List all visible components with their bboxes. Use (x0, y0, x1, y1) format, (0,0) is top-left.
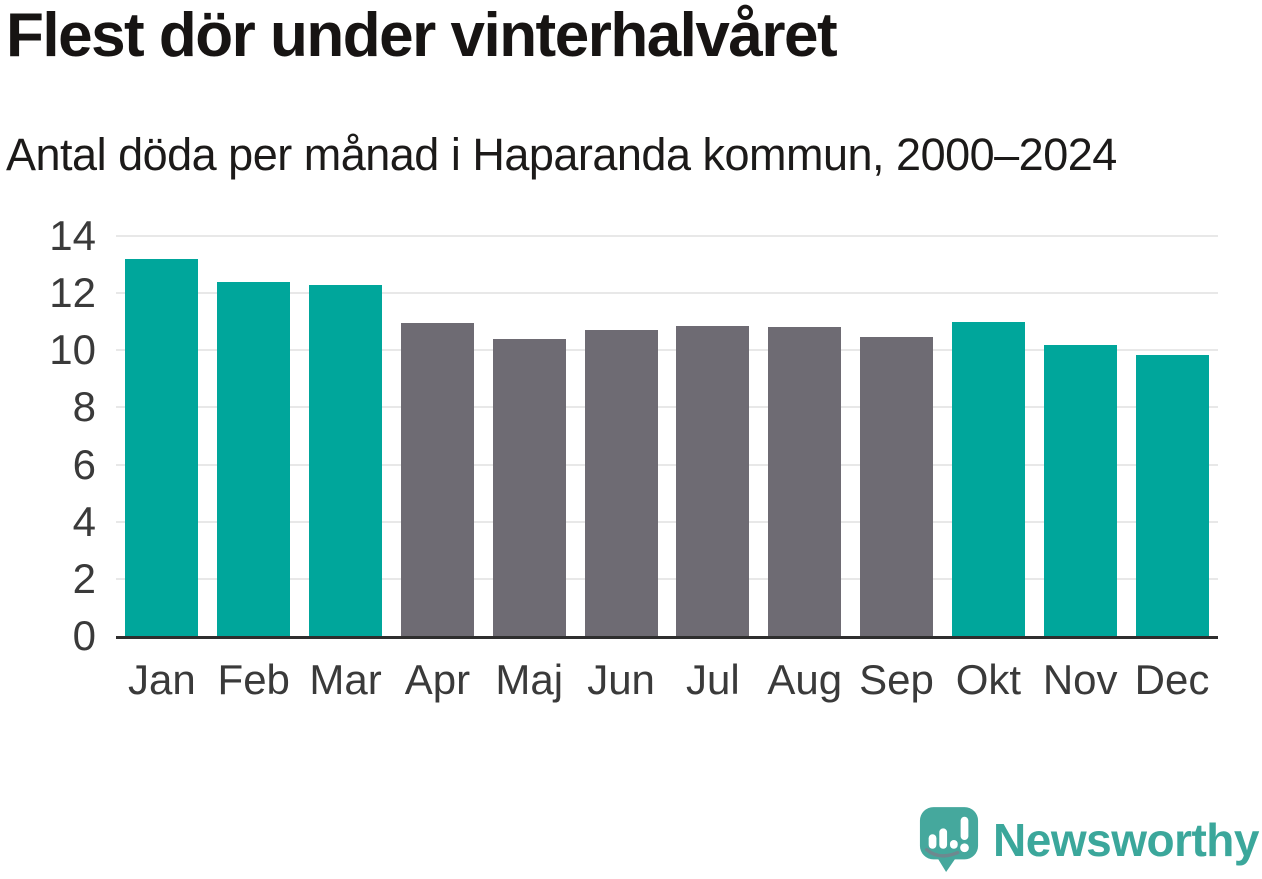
logo-bar-3 (950, 840, 958, 849)
logo-exclamation-dot (960, 843, 969, 853)
bar-feb (217, 281, 291, 636)
gridline-y14 (116, 235, 1218, 237)
x-tick-label-maj: Maj (495, 656, 564, 703)
x-tick-label-dec: Dec (1134, 656, 1210, 703)
logo-bar-1 (928, 834, 937, 849)
bar-jan (125, 258, 199, 636)
y-tick-label-8: 8 (72, 383, 96, 431)
bar-sep (860, 337, 934, 636)
gridline-y6 (116, 463, 1218, 466)
bar-mar (309, 284, 383, 636)
logo-exclamation-bar (960, 816, 969, 840)
y-tick-label-4: 4 (72, 497, 96, 545)
bar-nov (1043, 344, 1117, 636)
bar-okt (951, 321, 1025, 636)
bar-aug (768, 327, 842, 636)
x-tick-label-nov: Nov (1042, 656, 1118, 703)
bar-jul (676, 326, 750, 636)
chart-subtitle: Antal döda per månad i Haparanda kommun,… (6, 129, 1117, 180)
bar-apr (400, 323, 474, 636)
x-tick-label-aug: Aug (767, 656, 843, 703)
y-tick-label-6: 6 (72, 440, 96, 488)
x-tick-label-feb: Feb (217, 656, 290, 703)
bar-dec (1135, 354, 1209, 636)
bar-jun (584, 330, 658, 636)
logo-swoosh-shadow (925, 847, 960, 858)
x-axis-labels: Jan Feb Mar Apr Maj Jun Jul Aug Sep Okt Nov Dec (116, 656, 1218, 704)
gridline-y10 (116, 349, 1218, 352)
branding: Newsworthy (918, 806, 1259, 874)
y-tick-label-14: 14 (49, 212, 96, 259)
x-tick-label-apr: Apr (404, 656, 471, 703)
y-tick-label-12: 12 (49, 269, 96, 317)
newsworthy-bubble-chart-icon (919, 807, 979, 872)
x-tick-label-mar: Mar (309, 656, 382, 703)
chart-title: Flest dör under vinterhalvåret (6, 1, 838, 70)
bar-maj (492, 338, 566, 636)
logo-bar-2 (939, 828, 948, 849)
x-tick-label-sep: Sep (859, 656, 934, 703)
gridline-y4 (116, 520, 1218, 523)
x-tick-label-okt: Okt (955, 656, 1022, 703)
gridline-y12 (116, 292, 1218, 295)
y-tick-label-2: 2 (72, 554, 96, 602)
y-tick-label-10: 10 (49, 326, 96, 374)
plot-area (116, 235, 1218, 639)
y-axis-labels: 0 2 4 6 8 10 12 14 (0, 215, 96, 657)
x-tick-label-jan: Jan (128, 656, 196, 703)
gridline-y2 (116, 577, 1218, 580)
x-tick-label-jun: Jun (587, 656, 655, 703)
x-tick-label-jul: Jul (686, 656, 740, 703)
y-tick-label-0: 0 (72, 612, 96, 659)
gridline-y8 (116, 406, 1218, 409)
logo-wordmark: Newsworthy (993, 814, 1259, 866)
